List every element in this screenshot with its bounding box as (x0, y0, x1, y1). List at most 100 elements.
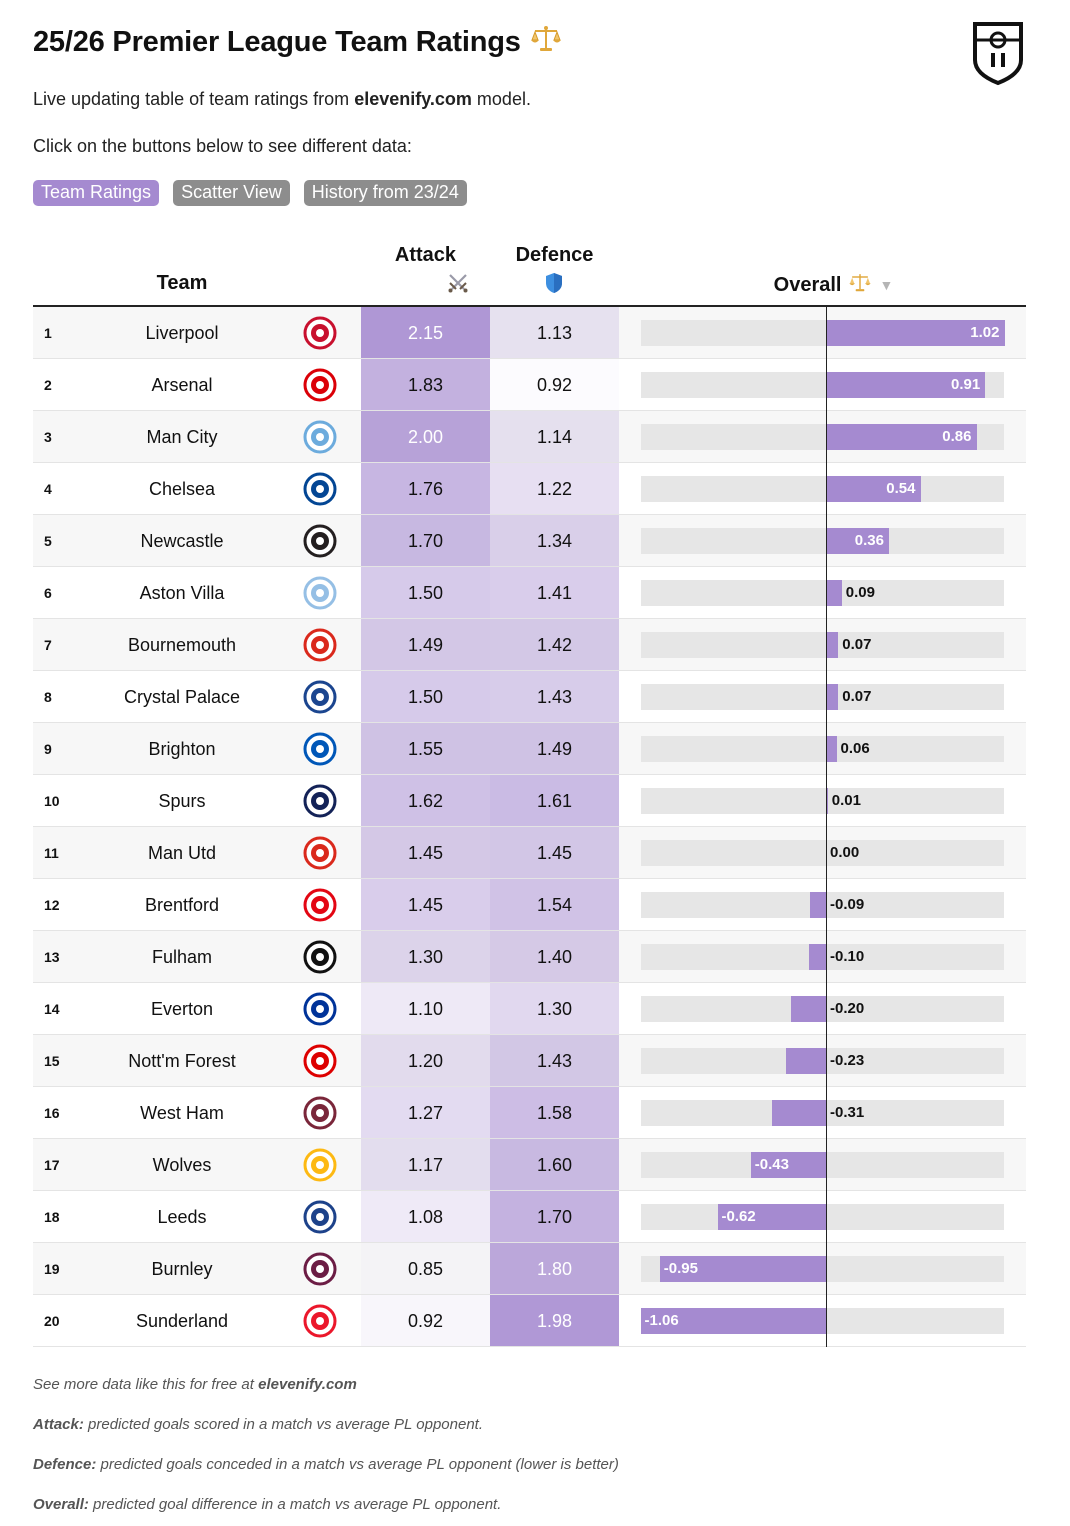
table-row[interactable]: 5 Newcastle 1.70 1.34 0.36 (33, 515, 1026, 567)
team-ratings-button[interactable]: Team Ratings (33, 180, 160, 206)
team-name: Crystal Palace (123, 687, 241, 707)
rank-number: 9 (44, 741, 52, 757)
attack-value: 1.45 (361, 827, 490, 879)
table-row[interactable]: 12 Brentford 1.45 1.54 -0.09 (33, 879, 1026, 931)
rank-number: 17 (44, 1157, 60, 1173)
overall-value: 0.36 (854, 532, 884, 549)
table-row[interactable]: 4 Chelsea 1.76 1.22 0.54 (33, 463, 1026, 515)
defence-value: 1.14 (490, 411, 619, 463)
overall-bar-track (641, 736, 1004, 762)
footer-defence-label: Defence: (33, 1456, 97, 1473)
table-row[interactable]: 16 West Ham 1.27 1.58 -0.31 (33, 1087, 1026, 1139)
row-divider (33, 774, 1026, 775)
team-crest-icon (303, 576, 337, 610)
table-row[interactable]: 18 Leeds 1.08 1.70 -0.62 (33, 1191, 1026, 1243)
table-row[interactable]: 8 Crystal Palace 1.50 1.43 0.07 (33, 671, 1026, 723)
overall-header-label: Overall (773, 273, 842, 296)
defence-value: 1.45 (490, 827, 619, 879)
rank-number: 16 (44, 1105, 60, 1121)
column-header-overall[interactable]: Overall ▼ (641, 272, 1026, 298)
team-crest-icon (303, 1096, 337, 1130)
overall-value: -0.20 (830, 1000, 865, 1017)
row-divider (33, 618, 1026, 619)
rank-number: 2 (44, 377, 52, 393)
table-row[interactable]: 14 Everton 1.10 1.30 -0.20 (33, 983, 1026, 1035)
table-row[interactable]: 20 Sunderland 0.92 1.98 -1.06 (33, 1295, 1026, 1347)
team-name: Liverpool (145, 323, 219, 343)
table-row[interactable]: 9 Brighton 1.55 1.49 0.06 (33, 723, 1026, 775)
table-row[interactable]: 7 Bournemouth 1.49 1.42 0.07 (33, 619, 1026, 671)
defence-value: 1.22 (490, 463, 619, 515)
table-row[interactable]: 19 Burnley 0.85 1.80 -0.95 (33, 1243, 1026, 1295)
defence-value: 1.70 (490, 1191, 619, 1243)
row-divider (33, 878, 1026, 879)
table-row[interactable]: 13 Fulham 1.30 1.40 -0.10 (33, 931, 1026, 983)
overall-bar-track (641, 580, 1004, 606)
rank-number: 20 (44, 1313, 60, 1329)
team-name: Wolves (152, 1155, 212, 1175)
elevenify-logo (970, 20, 1026, 86)
subtitle-brand-link[interactable]: elevenify.com (354, 89, 472, 109)
table-header: Team Attack Defence Overall (33, 230, 1026, 307)
table-row[interactable]: 17 Wolves 1.17 1.60 -0.43 (33, 1139, 1026, 1191)
scales-icon (530, 24, 561, 60)
row-divider (33, 514, 1026, 515)
table-row[interactable]: 15 Nott'm Forest 1.20 1.43 -0.23 (33, 1035, 1026, 1087)
column-header-attack[interactable]: Attack (394, 244, 457, 266)
subtitle: Live updating table of team ratings from… (33, 89, 531, 110)
row-divider (33, 462, 1026, 463)
team-name: Man City (146, 427, 218, 447)
attack-value: 1.55 (361, 723, 490, 775)
rank-number: 7 (44, 637, 52, 653)
page-title: 25/26 Premier League Team Ratings (33, 24, 561, 60)
defence-value: 1.34 (490, 515, 619, 567)
team-crest-icon (303, 888, 337, 922)
scatter-view-button[interactable]: Scatter View (173, 180, 290, 206)
overall-bar (826, 476, 921, 502)
overall-zero-line (826, 307, 827, 1347)
team-name: Brentford (144, 895, 220, 915)
overall-value: 0.86 (942, 428, 972, 445)
history-button[interactable]: History from 23/24 (303, 180, 467, 206)
team-crest-icon (303, 1304, 337, 1338)
overall-value: 0.07 (842, 688, 872, 705)
attack-value: 1.08 (361, 1191, 490, 1243)
rank-number: 15 (44, 1053, 60, 1069)
attack-value: 1.76 (361, 463, 490, 515)
footer-brand-link[interactable]: elevenify.com (258, 1376, 357, 1393)
rank-number: 12 (44, 897, 60, 913)
footer-source-text: See more data like this for free at (33, 1376, 259, 1393)
table-row[interactable]: 3 Man City 2.00 1.14 0.86 (33, 411, 1026, 463)
attack-value: 1.50 (361, 567, 490, 619)
rank-number: 6 (44, 585, 52, 601)
attack-value: 2.15 (361, 307, 490, 359)
team-name: Arsenal (151, 375, 213, 395)
overall-bar (826, 736, 837, 762)
team-crest-icon (303, 316, 337, 350)
table-row[interactable]: 10 Spurs 1.62 1.61 0.01 (33, 775, 1026, 827)
overall-value: 0.00 (830, 844, 860, 861)
attack-value: 1.45 (361, 879, 490, 931)
table-row[interactable]: 2 Arsenal 1.83 0.92 0.91 (33, 359, 1026, 411)
overall-bar (808, 944, 826, 970)
team-name: Sunderland (135, 1311, 229, 1331)
swords-icon (447, 272, 469, 299)
team-crest-icon (303, 472, 337, 506)
row-divider (33, 1242, 1026, 1243)
team-crest-icon (303, 1252, 337, 1286)
sort-desc-icon[interactable]: ▼ (879, 277, 894, 293)
overall-bar (659, 1256, 826, 1282)
overall-bar (750, 1152, 826, 1178)
overall-value: -0.10 (830, 948, 865, 965)
team-name: Fulham (151, 947, 213, 967)
rank-number: 4 (44, 481, 52, 497)
table-row[interactable]: 11 Man Utd 1.45 1.45 0.00 (33, 827, 1026, 879)
column-header-defence[interactable]: Defence (515, 244, 594, 266)
footer-attack-label: Attack: (33, 1416, 84, 1433)
column-header-team[interactable]: Team (156, 272, 208, 294)
table-row[interactable]: 6 Aston Villa 1.50 1.41 0.09 (33, 567, 1026, 619)
footer-attack-desc: predicted goals scored in a match vs ave… (83, 1416, 483, 1433)
defence-value: 1.41 (490, 567, 619, 619)
defence-value: 1.98 (490, 1295, 619, 1347)
table-row[interactable]: 1 Liverpool 2.15 1.13 1.02 (33, 307, 1026, 359)
